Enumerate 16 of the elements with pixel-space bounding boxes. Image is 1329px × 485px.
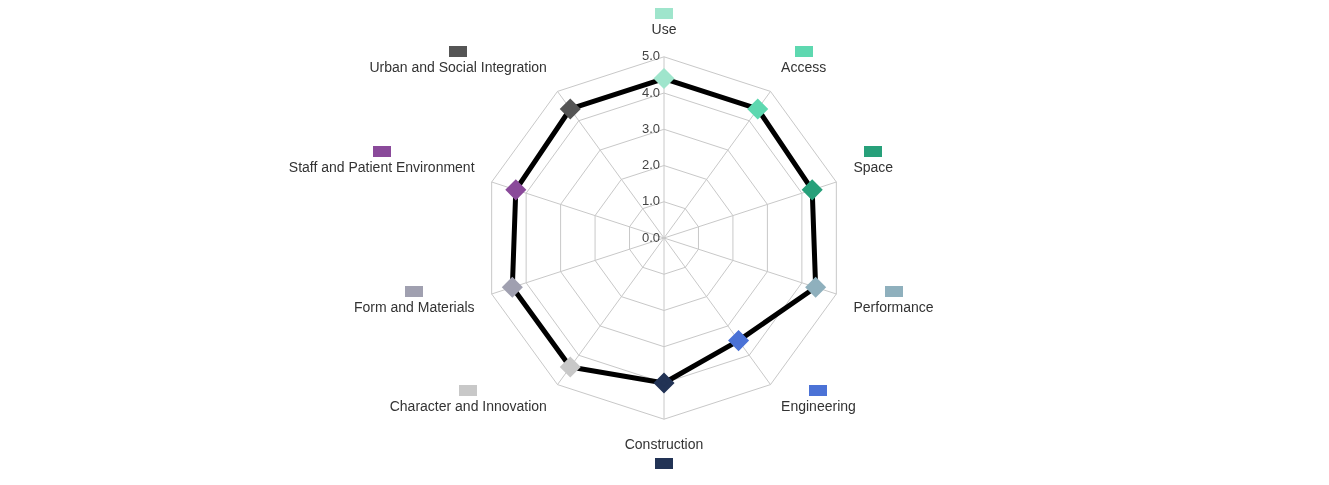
y-tick-label: 0.0: [641, 229, 660, 245]
spoke-label: Staff and Patient Environment: [288, 158, 475, 175]
spoke-label: Access: [781, 59, 827, 76]
spoke-label: Construction: [624, 436, 704, 453]
spoke-label: Performance: [853, 298, 934, 315]
y-tick-label: 1.0: [641, 193, 660, 209]
spoke-label: Space: [853, 158, 894, 175]
y-tick-label: 2.0: [641, 157, 660, 173]
y-tick-label: 4.0: [641, 84, 660, 100]
spoke-label: Urban and Social Integration: [369, 59, 547, 76]
y-tick-label: 3.0: [641, 120, 660, 136]
spoke-label: Form and Materials: [353, 298, 475, 315]
y-tick-label: 5.0: [641, 48, 660, 64]
spoke-label: Character and Innovation: [389, 398, 547, 415]
spoke-label: Engineering: [781, 398, 856, 415]
spoke-label: Use: [651, 21, 677, 38]
